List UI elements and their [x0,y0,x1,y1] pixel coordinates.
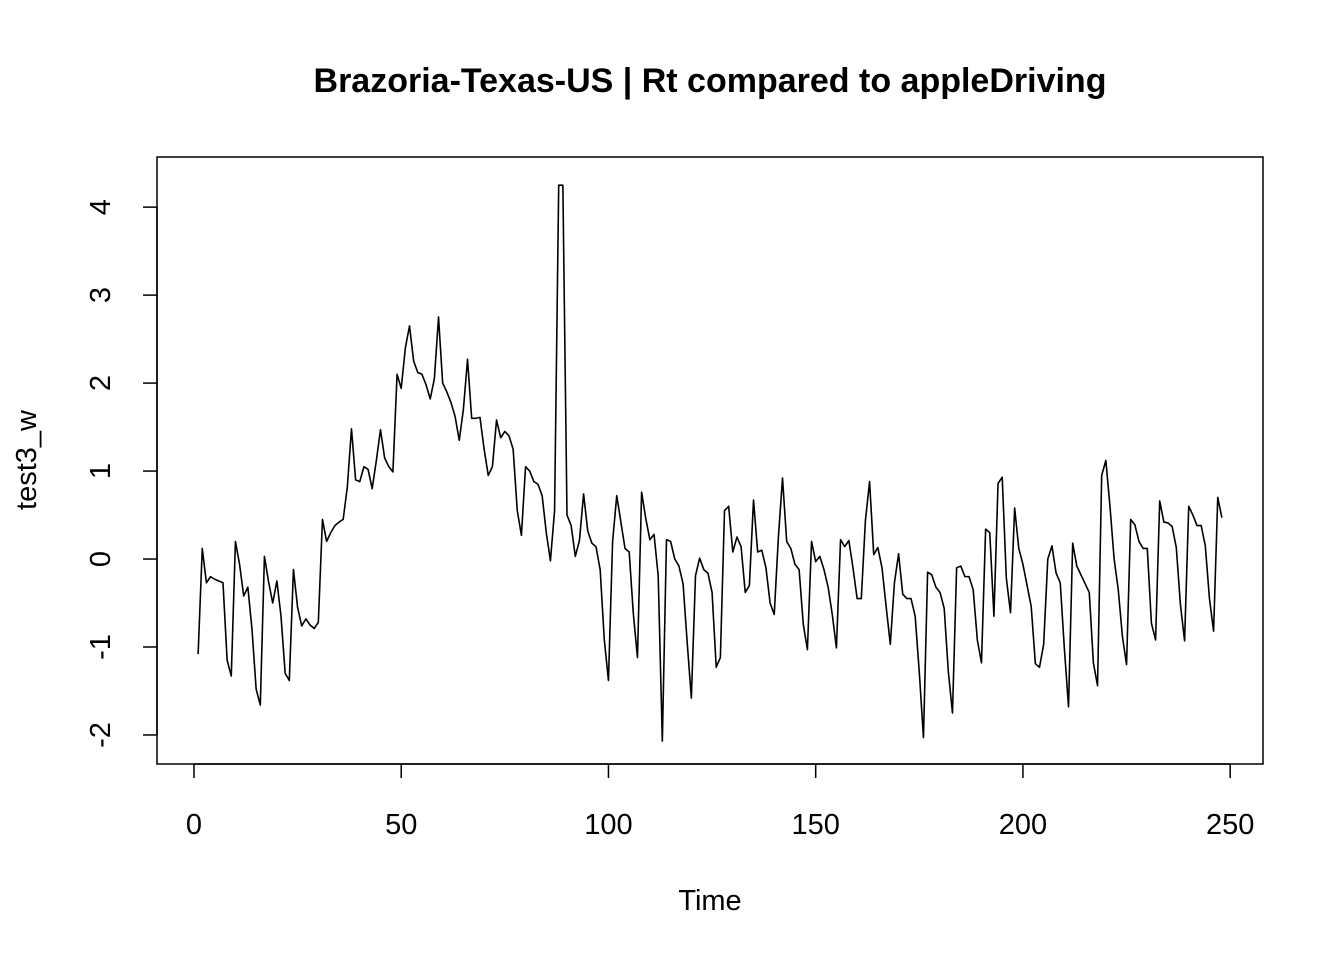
y-tick-label: -1 [85,634,117,660]
chart-title: Brazoria-Texas-US | Rt compared to apple… [314,62,1107,100]
x-tick-label: 150 [791,809,839,841]
y-tick-label: 3 [85,287,117,303]
x-tick-label: 250 [1206,809,1254,841]
x-tick-label: 100 [584,809,632,841]
y-axis: -2 -1 0 1 2 3 4 [85,199,157,748]
y-tick-label: 1 [85,463,117,479]
x-tick-label: 200 [999,809,1047,841]
y-tick-label: 0 [85,551,117,567]
y-tick-label: -2 [85,722,117,748]
series-line [198,185,1222,741]
y-tick-label: 2 [85,375,117,391]
series-layer [198,185,1222,741]
y-tick-label: 4 [85,199,117,215]
x-axis-label: Time [678,885,741,917]
x-tick-label: 50 [385,809,417,841]
y-axis-label: test3_w [11,409,43,510]
x-tick-label: 0 [186,809,202,841]
x-axis: 0 50 100 150 200 250 [186,764,1254,841]
